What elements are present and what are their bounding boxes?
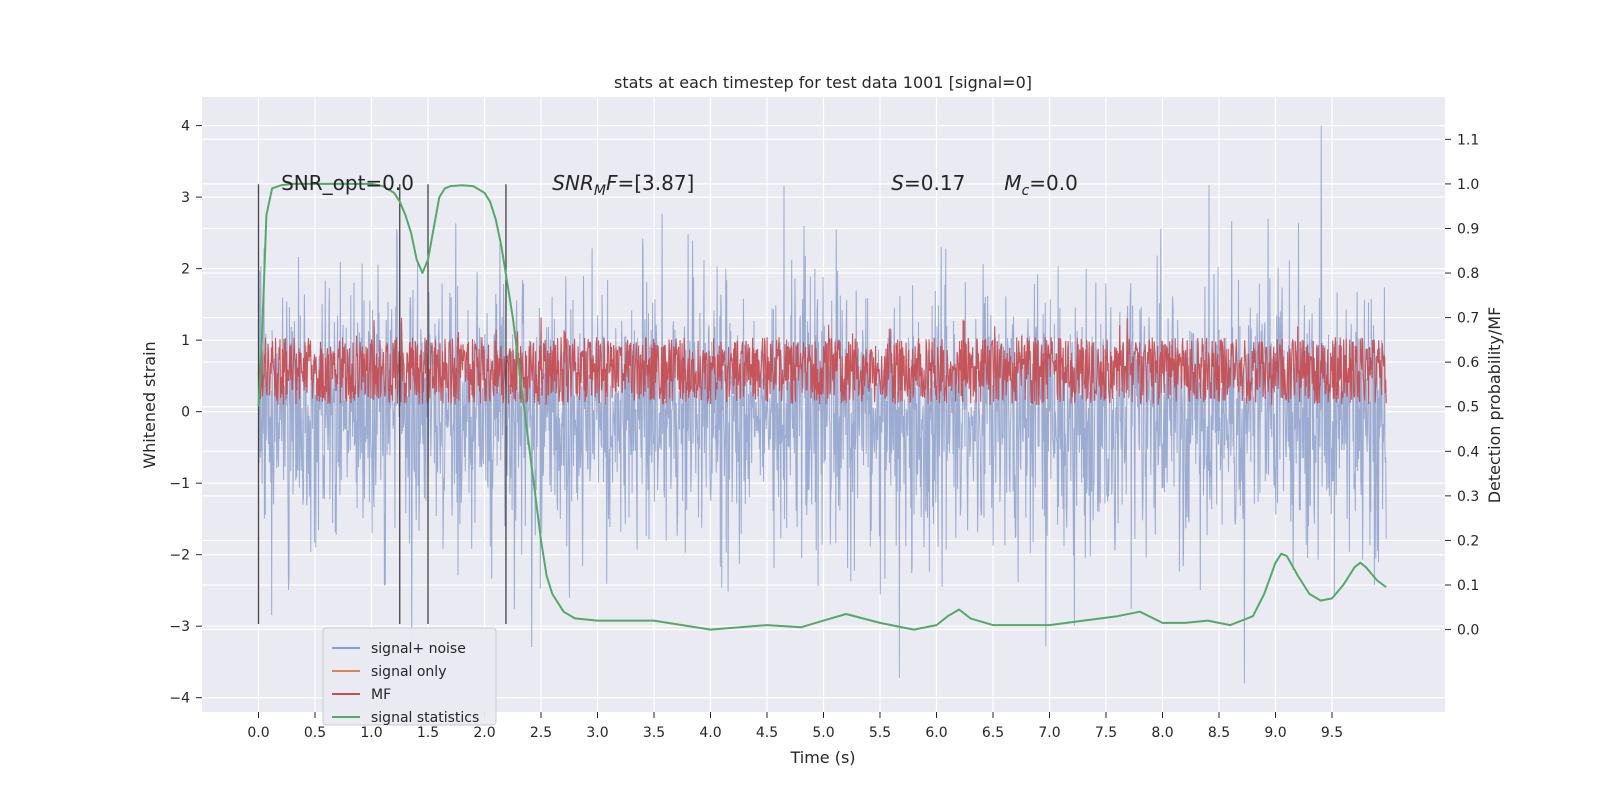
x-tick-label: 4.0 [699,725,721,741]
chart-title: stats at each timestep for test data 100… [614,73,1032,92]
y2-tick-label: 0.0 [1457,623,1479,639]
y2-axis-label: Detection probability/MF [1485,307,1504,504]
legend-entry-signal-only: signal only [371,664,446,680]
x-tick-label: 2.0 [473,725,495,741]
x-tick-label: 5.5 [869,725,891,741]
x-ticks: 0.0 0.5 1.0 1.5 2.0 2.5 3.0 3.5 4.0 4.5 5.0 5.5 6.0 6… [247,712,1343,741]
y2-tick-label: 1.0 [1457,177,1479,193]
y-tick-label: 0 [181,405,190,421]
mf-trace [257,317,1387,405]
x-axis-label: Time (s) [789,748,855,767]
y-tick-label: −3 [169,619,190,635]
annotation: S=0.17 [891,171,965,195]
x-tick-label: 6.0 [925,725,947,741]
y2-tick-label: 0.7 [1457,311,1479,327]
y2-tick-label: 0.2 [1457,533,1479,549]
legend: signal+ noise signal only MF signal statist… [322,627,497,726]
y2-tick-label: 0.8 [1457,266,1479,282]
y-ticks: −4 −3 −2 −1 0 1 2 3 4 [169,119,202,707]
signal-statistics-line [257,182,1387,631]
x-tick-label: 3.0 [586,725,608,741]
y-tick-label: 1 [181,333,190,349]
y2-tick-label: 0.9 [1457,221,1479,237]
mf-series [257,317,1387,413]
y-tick-label: 2 [181,262,190,278]
y2-tick-label: 0.4 [1457,444,1479,460]
y2-tick-label: 1.1 [1457,132,1479,148]
x-tick-label: 9.0 [1264,725,1286,741]
annotation: SNRMF=[3.87] [552,171,694,199]
y2-tick-label: 0.6 [1457,355,1479,371]
annotations: SNR_opt=0.0 SNRMF=[3.87] S=0.17 Mc=0.0 [281,171,1078,199]
annotation: SNR_opt=0.0 [281,171,414,195]
y2-tick-label: 0.3 [1457,489,1479,505]
legend-entry-signal-statistics: signal statistics [371,710,479,726]
y-tick-label: −1 [169,476,190,492]
x-tick-label: 5.0 [812,725,834,741]
x-tick-label: 7.0 [1038,725,1060,741]
y-axis-label: Whitened strain [140,341,159,468]
x-tick-label: 3.5 [643,725,665,741]
y-tick-label: −4 [169,691,190,707]
y-tick-label: 3 [181,190,190,206]
x-tick-label: 7.5 [1095,725,1117,741]
legend-entry-signal-noise: signal+ noise [371,641,466,657]
x-tick-label: 0.0 [247,725,269,741]
x-tick-label: 0.5 [304,725,326,741]
x-tick-label: 8.5 [1208,725,1230,741]
y2-tick-label: 0.5 [1457,400,1479,416]
y-tick-label: 4 [181,119,190,135]
noise-trace [258,125,1387,684]
annotation: Mc=0.0 [1004,171,1078,199]
legend-entry-mf: MF [371,687,391,703]
signal-noise-series [258,125,1387,684]
x-tick-label: 6.5 [982,725,1004,741]
y2-ticks: 0.0 0.1 0.2 0.3 0.4 0.5 0.6 0.7 0.8 0.9 1.0 1.1 [1445,132,1479,639]
signal-statistics-series [257,182,1387,631]
y2-tick-label: 0.1 [1457,578,1479,594]
x-tick-label: 1.0 [360,725,382,741]
x-tick-label: 2.5 [530,725,552,741]
x-tick-label: 1.5 [417,725,439,741]
legend-box [322,627,497,726]
x-tick-label: 4.5 [756,725,778,741]
x-tick-label: 9.5 [1321,725,1343,741]
x-tick-label: 8.0 [1151,725,1173,741]
y-tick-label: −2 [169,548,190,564]
